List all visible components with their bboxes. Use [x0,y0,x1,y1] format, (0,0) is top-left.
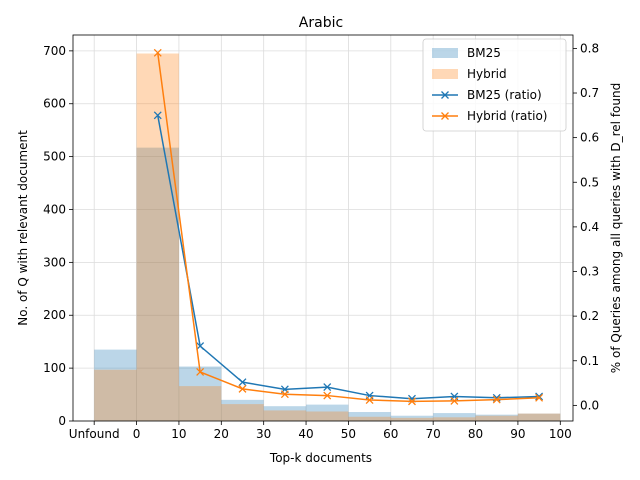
point-bm25-ratio [323,383,332,392]
point-bm25-ratio [238,378,247,387]
point-hybrid-ratio [196,367,205,376]
legend-swatch-bm25 [432,48,458,58]
bar-bm25 [94,349,137,421]
point-hybrid-ratio [535,393,544,402]
line-hybrid-ratio [157,52,540,403]
bar-hybrid [475,415,518,421]
x-tick-label: 60 [383,427,398,441]
legend-box [422,38,567,132]
y-tick-label-right: 0.7 [580,86,599,100]
y-tick-label-left: 200 [43,308,66,322]
bar-hybrid [221,404,264,421]
legend-label-bm25-ratio: BM25 (ratio) [467,88,542,102]
legend-marker-hybrid-ratio [441,112,449,120]
legend-label-hybrid-ratio: Hybrid (ratio) [467,109,547,123]
point-hybrid-ratio [408,397,416,406]
plot-frame [72,34,574,422]
point-bm25-ratio [196,342,205,350]
legend-swatch-hybrid [432,69,458,79]
y-tick-label-right: 0.6 [580,131,599,145]
chart-title: Arabic [299,15,343,31]
y-axis-label-left: No. of Q with relevant document [16,130,30,326]
y-tick-label-left: 500 [43,150,66,164]
bar-hybrid [348,416,391,421]
x-tick-label: 20 [214,427,229,441]
y-tick-label-right: 0.1 [580,354,599,368]
x-tick-label: 0 [133,427,141,441]
point-hybrid-ratio [280,390,289,399]
y-tick-label-right: 0.4 [580,220,599,234]
legend: BM25 Hybrid BM25 (ratio) Hybrid (ratio) [422,38,567,132]
bar-bm25 [348,412,391,421]
bar-hybrid [433,417,476,421]
y-axis-label-right: % of Queries among all queries with D_re… [609,83,623,373]
x-tick-label: 30 [256,427,271,441]
y-tick-label-right: 0.8 [580,41,599,55]
legend-marker-bm25-ratio [441,91,449,99]
bar-hybrid [263,410,307,421]
bar-bm25 [221,399,264,421]
point-hybrid-ratio [153,48,162,57]
bars [94,53,561,422]
x-axis-label: Top-k documents [269,451,372,465]
point-hybrid-ratio [450,396,459,405]
y-tick-label-left: 600 [43,97,66,111]
point-hybrid-ratio [238,384,247,393]
bar-bm25 [433,413,476,421]
bar-hybrid [94,369,137,421]
point-hybrid-ratio [492,395,501,404]
bar-bm25 [263,406,307,421]
bar-bm25 [517,413,561,421]
point-bm25-ratio [535,392,544,401]
y-tick-label-left: 0 [58,414,66,428]
bar-bm25 [178,366,222,421]
bar-bm25 [306,404,349,421]
x-tick-label: Unfound [69,427,120,441]
y-tick-label-right: 0.5 [580,175,599,189]
x-tick-label: 100 [549,427,572,441]
x-tick-label: 10 [171,427,186,441]
y-tick-label-right: 0.2 [580,309,599,323]
y-tick-label-right: 0.3 [580,265,599,279]
point-bm25-ratio [153,111,162,120]
legend-label-bm25: BM25 [467,46,501,60]
x-tick-label: 80 [468,427,483,441]
bar-bm25 [475,414,518,421]
ratio-lines [153,48,544,406]
axes: Unfound 0 10 20 30 40 50 60 70 80 90 10001002003004… [43,34,599,441]
bar-hybrid [390,417,434,421]
line-bm25-ratio [157,115,540,400]
x-tick-label: 40 [298,427,313,441]
bar-hybrid [178,386,222,421]
point-hybrid-ratio [323,391,332,400]
y-tick-label-left: 300 [43,255,66,269]
x-tick-label: 70 [426,427,441,441]
legend-label-hybrid: Hybrid [467,67,507,81]
bar-hybrid [517,413,561,421]
x-tick-label: 50 [341,427,356,441]
y-tick-label-left: 700 [43,44,66,58]
bar-hybrid [136,53,179,422]
point-hybrid-ratio [365,396,374,404]
bar-bm25 [390,415,434,421]
bar-hybrid [306,411,349,421]
x-tick-label: 90 [510,427,525,441]
y-tick-label-left: 400 [43,202,66,216]
y-tick-label-right: 0.0 [580,398,599,412]
y-tick-label-left: 100 [43,361,66,375]
